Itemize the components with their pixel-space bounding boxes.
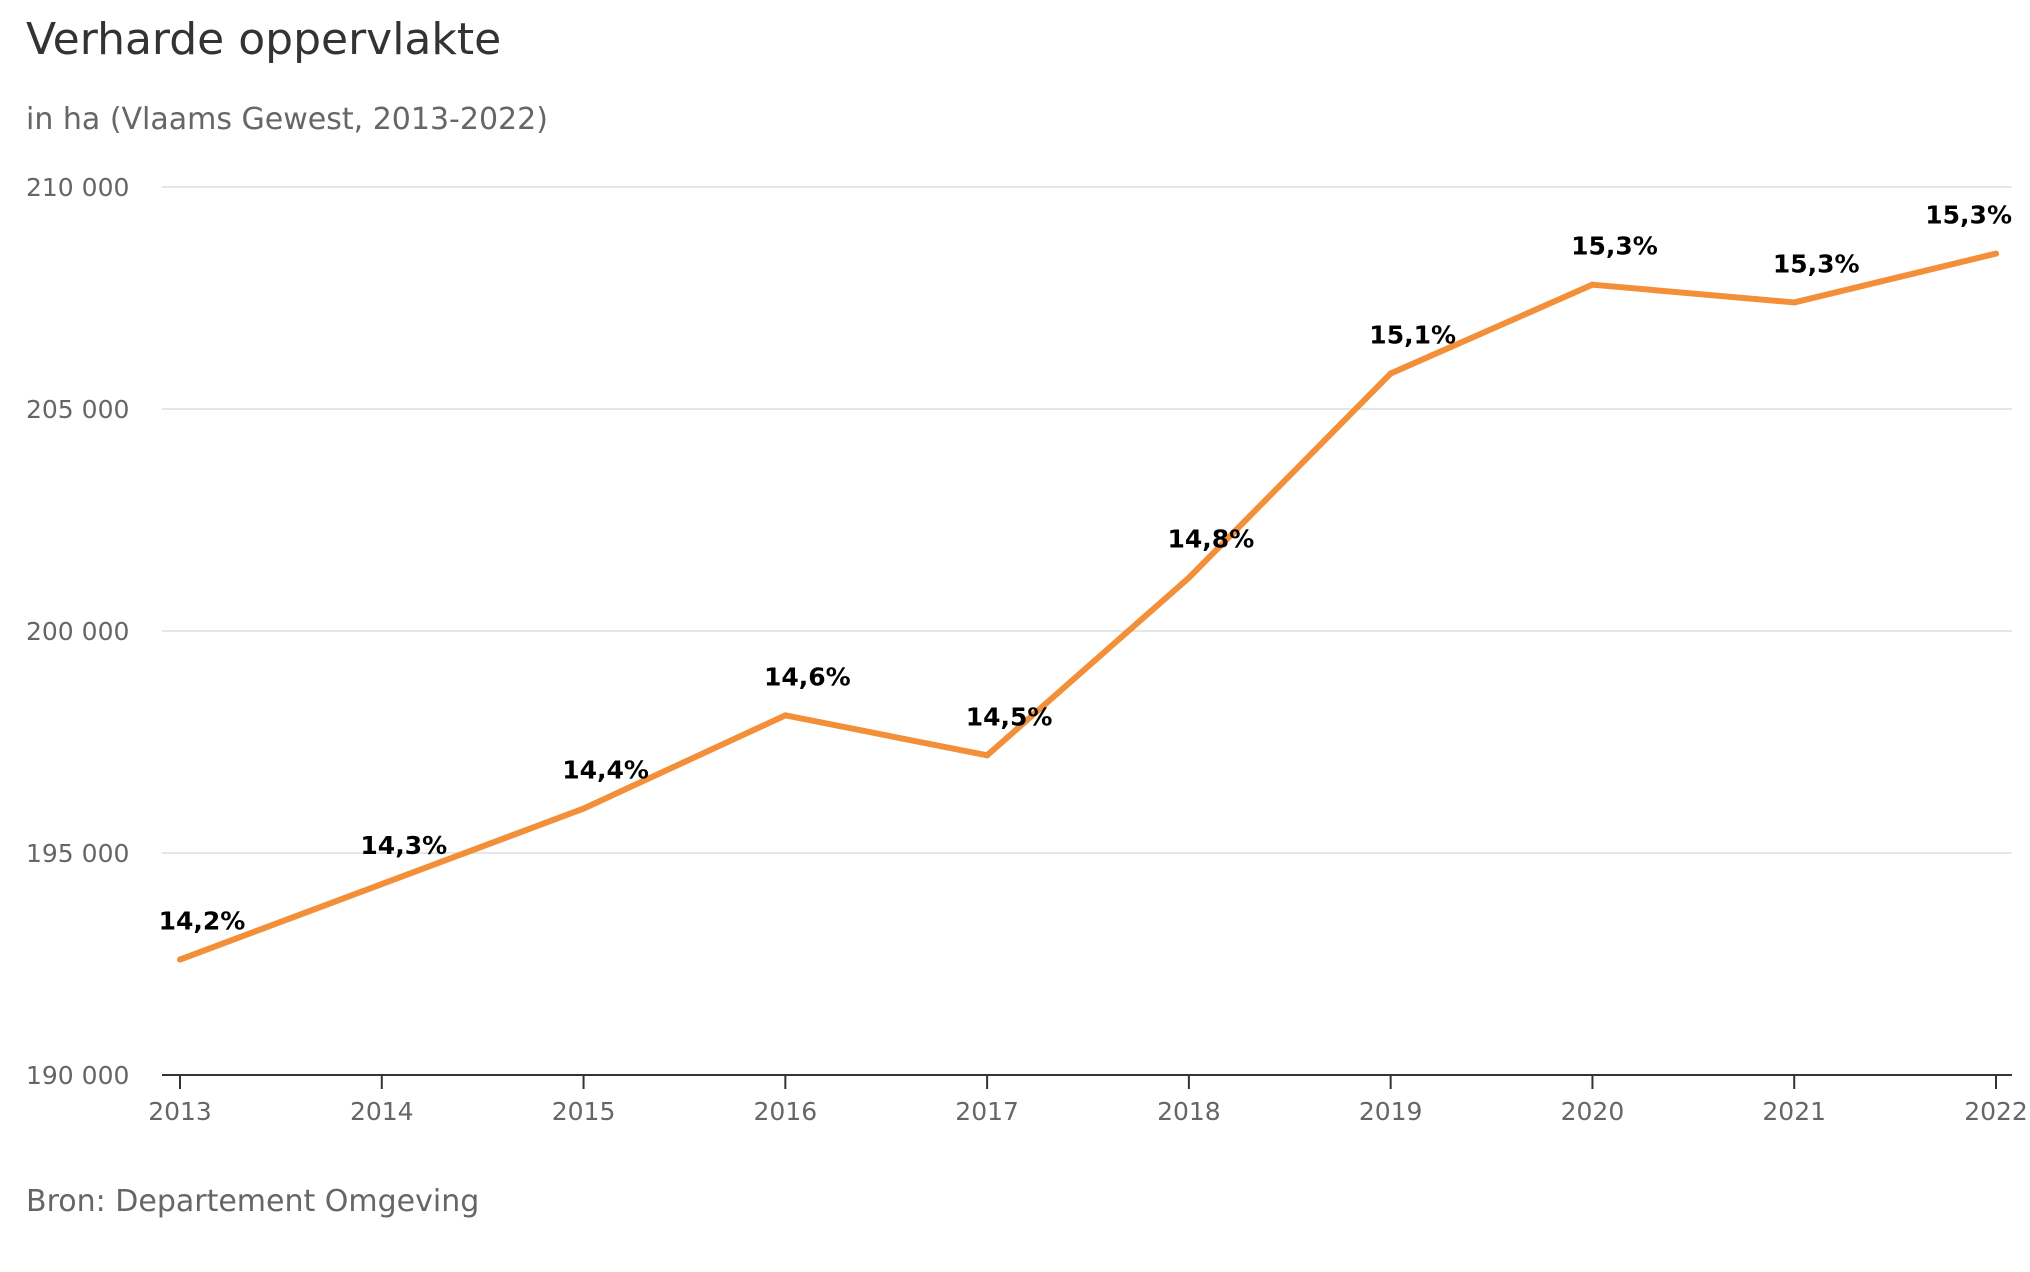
x-tick-label: 2022 <box>1964 1097 2028 1126</box>
data-point <box>1185 574 1192 581</box>
data-label: 15,1% <box>1369 320 1456 349</box>
data-point <box>1993 250 1999 257</box>
data-label: 15,3% <box>1773 249 1860 278</box>
chart-title: Verharde oppervlakte <box>26 14 502 65</box>
x-tick-label: 2014 <box>350 1097 414 1126</box>
data-label: 15,3% <box>1571 232 1658 261</box>
data-label: 14,2% <box>159 907 246 936</box>
data-point <box>984 752 991 759</box>
x-tick-label: 2016 <box>754 1097 818 1126</box>
data-label: 15,3% <box>1925 201 2012 230</box>
x-tick-label: 2013 <box>148 1097 212 1126</box>
data-label: 14,3% <box>360 831 447 860</box>
x-tick-label: 2018 <box>1157 1097 1221 1126</box>
data-point <box>378 881 385 888</box>
data-point <box>1387 370 1394 377</box>
data-labels: 14,2% 14,3% 14,4% 14,6% 14,5% 14,8% 15,1% 15,3%… <box>159 201 2012 936</box>
chart-subtitle: in ha (Vlaams Gewest, 2013-2022) <box>26 102 548 137</box>
data-point <box>580 805 587 812</box>
chart-source: Bron: Departement Omgeving <box>26 1184 480 1219</box>
x-tick-label: 2019 <box>1359 1097 1423 1126</box>
x-axis: 2013 2014 2015 2016 2017 2018 2019 2020 2021 2022 <box>148 1074 2028 1126</box>
y-axis: 190 000 195 000 200 000 205 000 210 000 <box>26 173 129 1090</box>
data-point <box>1589 281 1596 288</box>
data-label: 14,8% <box>1168 525 1255 554</box>
data-point <box>1791 299 1798 306</box>
data-label: 14,4% <box>562 756 649 785</box>
y-tick-label: 195 000 <box>26 839 129 868</box>
series-line <box>177 250 1999 963</box>
data-label: 14,6% <box>764 662 851 691</box>
y-tick-label: 190 000 <box>26 1061 129 1090</box>
x-tick-label: 2020 <box>1561 1097 1625 1126</box>
x-tick-label: 2017 <box>955 1097 1019 1126</box>
gridlines <box>162 186 2012 854</box>
y-tick-label: 205 000 <box>26 395 129 424</box>
data-point <box>782 712 789 719</box>
series-layer <box>177 250 1999 963</box>
y-tick-label: 210 000 <box>26 173 129 202</box>
y-tick-label: 200 000 <box>26 617 129 646</box>
data-point <box>177 956 183 963</box>
x-tick-label: 2021 <box>1762 1097 1826 1126</box>
x-tick-label: 2015 <box>552 1097 616 1126</box>
data-label: 14,5% <box>966 702 1053 731</box>
